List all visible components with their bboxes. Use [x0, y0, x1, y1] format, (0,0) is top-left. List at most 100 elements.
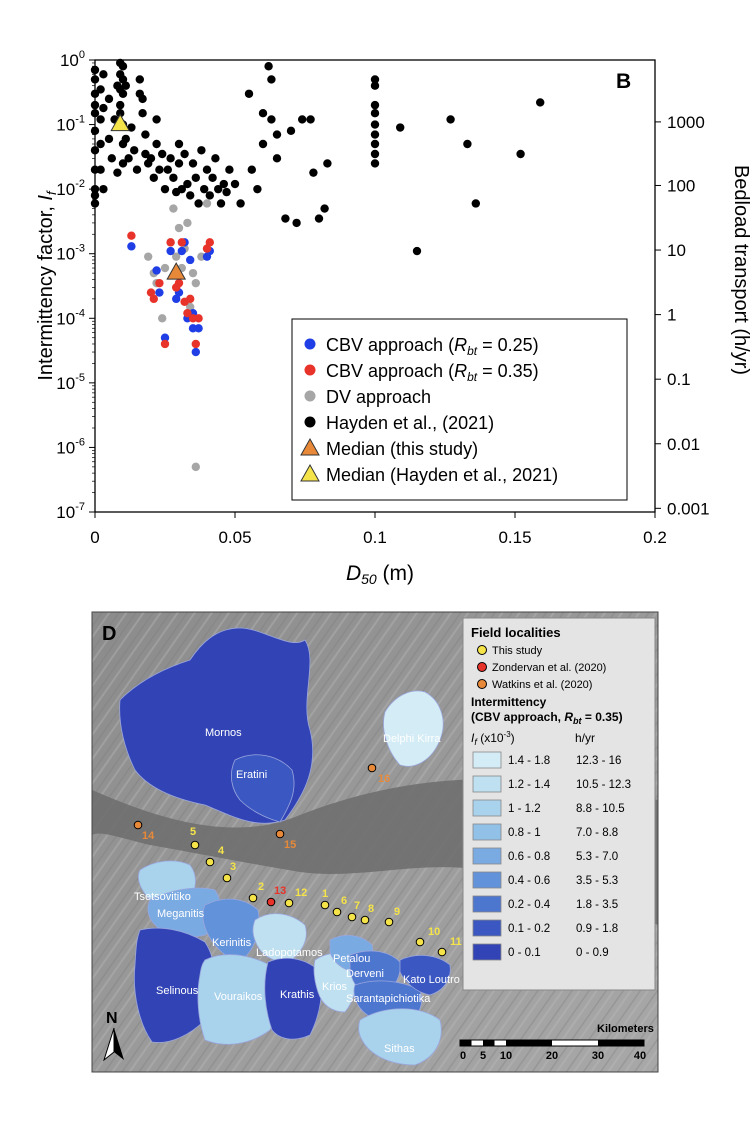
point-hayden-et-al-2021 [267, 115, 276, 124]
catchment-sithas [358, 1008, 442, 1066]
point-cbv-approach-rbt-0-35 [166, 238, 175, 247]
svg-text:Watkins et al. (2020): Watkins et al. (2020) [492, 679, 592, 691]
point-hayden-et-al-2021 [292, 218, 301, 228]
class-swatch [472, 943, 502, 961]
scale-tick: 0 [460, 1050, 466, 1062]
svg-text:5: 5 [190, 826, 196, 838]
catchment-label: Ladopotamos [256, 947, 323, 959]
catchment-label: Derveni [346, 968, 384, 980]
class-hyr: 0 - 0.9 [576, 947, 609, 959]
point-hayden-et-al-2021 [370, 109, 380, 118]
class-range: 1 - 1.2 [508, 803, 541, 815]
point-hayden-et-al-2021 [320, 204, 329, 213]
point-hayden-et-al-2021 [141, 130, 150, 139]
y-axis-title: Intermittency factor, If [35, 190, 59, 381]
catchment-label: Petalou [333, 953, 370, 965]
catchment-label: Sithas [384, 1043, 415, 1055]
y-axis-ticks: 100 10-1 10-2 10-3 10-4 10-5 10-6 10-7 [56, 49, 95, 522]
point-dv-approach [174, 223, 184, 233]
point-dv-approach [183, 218, 192, 228]
point-hayden-et-al-2021 [96, 139, 105, 149]
point-hayden-et-al-2021 [202, 165, 212, 174]
scale-tick: 40 [634, 1050, 646, 1062]
point-cbv-approach-rbt-0-35 [191, 339, 200, 349]
class-swatch [472, 823, 502, 841]
point-hayden-et-al-2021 [200, 184, 209, 194]
point-hayden-et-al-2021 [471, 199, 480, 208]
x-tick-label: 0 [90, 528, 99, 547]
catchment-selinous [134, 927, 215, 1043]
locality-marker: 6 [332, 895, 347, 917]
class-swatch [472, 919, 502, 937]
point-hayden-et-al-2021 [183, 179, 192, 189]
x-axis-ticks: 0 0.05 0.1 0.15 0.2 [90, 512, 667, 547]
catchment-label: Mornos [205, 727, 242, 739]
point-hayden-et-al-2021 [236, 199, 245, 208]
point-hayden-et-al-2021 [370, 75, 380, 84]
catchment-label: Kato Loutro [403, 974, 460, 986]
y2-axis-title: Bedload transport (h/yr) [730, 165, 750, 375]
legend-item: CBV approach (Rbt = 0.35) [304, 361, 539, 384]
point-hayden-et-al-2021 [253, 184, 262, 194]
catchment-label: Delphi Kirra [383, 733, 441, 745]
locality-legend-item: Watkins et al. (2020) [477, 679, 592, 691]
point-hayden-et-al-2021 [214, 184, 223, 194]
point-hayden-et-al-2021 [104, 134, 114, 144]
legend-label-median-hayden: Median (Hayden et al., 2021) [326, 465, 558, 485]
point-hayden-et-al-2021 [149, 173, 158, 182]
y-tick-label: 100 [60, 49, 85, 70]
point-hayden-et-al-2021 [124, 154, 133, 163]
locality-legend-item: This study [477, 645, 543, 657]
legend-label-hayden: Hayden et al., (2021) [326, 413, 494, 433]
catchment-label: Sarantapichiotika [346, 993, 431, 1005]
point-hayden-et-al-2021 [96, 85, 105, 94]
point-dv-approach [191, 278, 200, 288]
point-hayden-et-al-2021 [267, 75, 276, 84]
class-hyr: 1.8 - 3.5 [576, 899, 618, 911]
scale-title: Kilometers [597, 1023, 654, 1035]
chart-legend: CBV approach (Rbt = 0.25) CBV approach (… [291, 318, 628, 501]
catchment-label: Krathis [280, 989, 315, 1001]
point-hayden-et-al-2021 [132, 165, 142, 174]
locality-marker: 7 [347, 900, 360, 922]
class-range: 0.4 - 0.6 [508, 875, 550, 887]
point-hayden-et-al-2021 [370, 100, 380, 110]
point-hayden-et-al-2021 [205, 191, 214, 200]
locality-marker: 11 [437, 936, 462, 957]
point-hayden-et-al-2021 [396, 123, 405, 132]
point-hayden-et-al-2021 [222, 187, 231, 197]
svg-text:16: 16 [378, 773, 390, 785]
legend-col-hyr: h/yr [575, 731, 595, 745]
point-cbv-approach-rbt-0-25 [127, 242, 136, 251]
point-hayden-et-al-2021 [99, 70, 108, 79]
locality-legend-item: Zondervan et al. (2020) [477, 662, 606, 674]
point-hayden-et-al-2021 [113, 168, 122, 177]
point-cbv-approach-rbt-0-35 [146, 288, 156, 297]
point-dv-approach [144, 252, 153, 261]
point-hayden-et-al-2021 [146, 154, 156, 163]
svg-text:12: 12 [295, 887, 307, 899]
catchment-label: Selinous [156, 985, 199, 997]
locality-marker: 12 [284, 887, 307, 908]
point-hayden-et-al-2021 [118, 159, 128, 168]
point-hayden-et-al-2021 [158, 149, 167, 159]
legend-item: CBV approach (Rbt = 0.25) [304, 335, 539, 358]
legend-marker-hayden [304, 416, 316, 428]
y2-tick-label: 0.1 [667, 370, 691, 389]
localities-title: Field localities [471, 625, 561, 640]
point-dv-approach [158, 314, 167, 323]
catchment-krathis [264, 957, 322, 1040]
class-hyr: 0.9 - 1.8 [576, 923, 618, 935]
x-tick-label: 0.05 [218, 528, 251, 547]
point-hayden-et-al-2021 [169, 173, 178, 182]
point-median-this-study [166, 262, 187, 280]
point-hayden-et-al-2021 [309, 168, 318, 177]
point-hayden-et-al-2021 [163, 165, 172, 174]
point-hayden-et-al-2021 [370, 81, 380, 90]
point-hayden-et-al-2021 [135, 75, 144, 84]
svg-text:3: 3 [230, 861, 236, 873]
catchment-label: Kerinitis [212, 937, 252, 949]
point-hayden-et-al-2021 [118, 62, 128, 71]
point-cbv-approach-rbt-0-25 [194, 324, 203, 333]
